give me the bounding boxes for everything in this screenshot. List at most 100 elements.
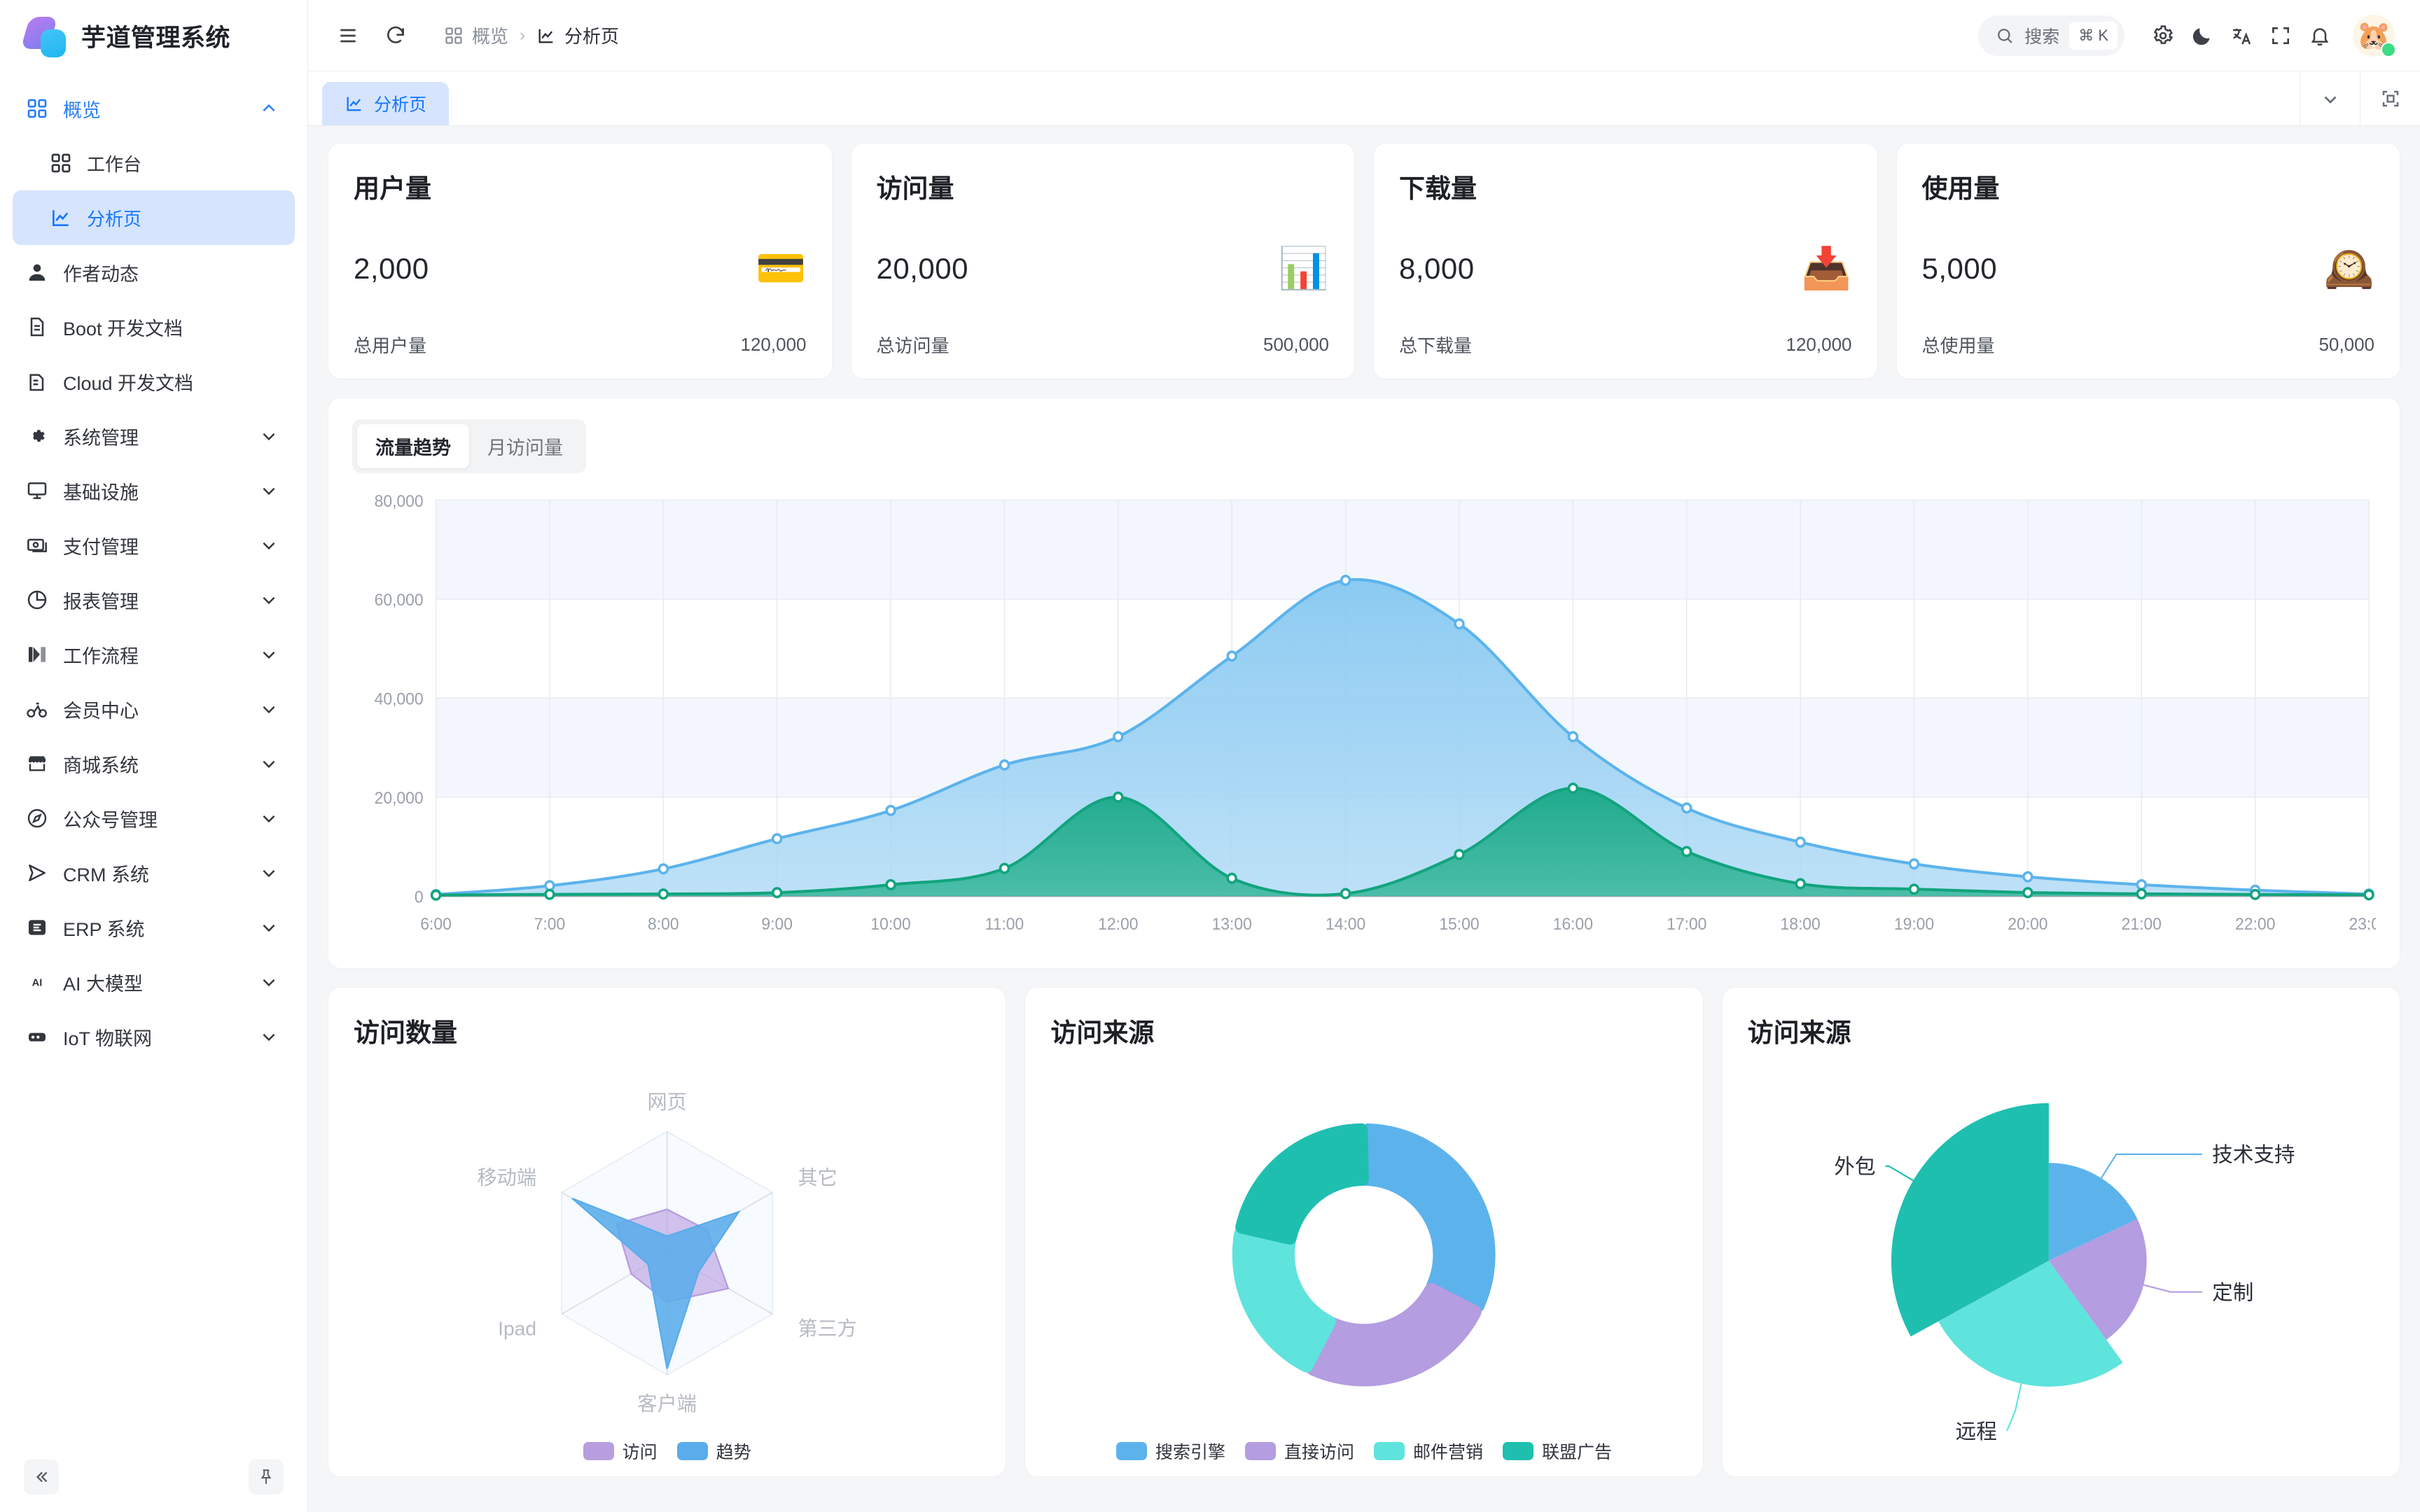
legend-item[interactable]: 邮件营销 [1373, 1438, 1483, 1464]
legend-item[interactable]: 访问 [583, 1438, 658, 1464]
svg-text:60,000: 60,000 [375, 591, 424, 609]
sidebar-item-cloud-docs[interactable]: Cloud 开发文档 [13, 354, 295, 409]
breadcrumb-item-overview[interactable]: 概览 [444, 22, 508, 48]
notifications-button[interactable] [2304, 20, 2336, 52]
sidebar-pin-button[interactable] [249, 1460, 284, 1494]
stat-total-value: 500,000 [1263, 334, 1329, 355]
trend-panel: 流量趋势 月访问量 0 20,000 40,000 60,000 80,000 6:00 7… [328, 398, 2400, 969]
sidebar-collapse-button[interactable] [24, 1460, 59, 1494]
svg-text:80,000: 80,000 [375, 491, 424, 510]
send-icon [25, 861, 49, 885]
fullscreen-button[interactable] [2265, 20, 2297, 52]
breadcrumb-item-analysis[interactable]: 分析页 [536, 22, 619, 48]
ai-icon: AI [25, 970, 49, 994]
logo-row[interactable]: 芋道管理系统 [0, 0, 307, 71]
settings-button[interactable] [2147, 20, 2179, 52]
user-avatar-button[interactable]: 🐹 [2353, 14, 2396, 57]
document-icon [25, 315, 49, 339]
svg-text:外包: 外包 [1834, 1156, 1875, 1179]
sidebar-item-official-account[interactable]: 公众号管理 [13, 791, 295, 846]
donut-chart-svg [1232, 1123, 1496, 1387]
svg-text:0: 0 [415, 888, 424, 906]
tab-analysis[interactable]: 分析页 [322, 82, 450, 125]
svg-text:23:00: 23:00 [2349, 914, 2376, 932]
tab-label: 分析页 [374, 95, 427, 115]
chevron-down-icon [260, 591, 278, 609]
sidebar-item-author-news[interactable]: 作者动态 [13, 245, 295, 300]
sidebar-item-member[interactable]: 会员中心 [13, 682, 295, 736]
sidebar-item-report[interactable]: 报表管理 [13, 573, 295, 627]
svg-text:19:00: 19:00 [1894, 914, 1934, 932]
svg-text:18:00: 18:00 [1780, 914, 1820, 932]
stat-card-downloads: 下载量 8,000 📥 总下载量 120,000 [1373, 143, 1878, 379]
sidebar-item-label: 会员中心 [63, 700, 139, 722]
stat-value: 2,000 [354, 251, 429, 285]
chart-title: 访问来源 [1747, 1018, 1851, 1047]
sidebar-item-erp[interactable]: ERP 系统 [13, 900, 295, 955]
search-button[interactable]: 搜索 ⌘ K [1978, 15, 2125, 56]
stat-footer: 总使用量 50,000 [1922, 332, 2375, 358]
double-chevron-left-icon [32, 1468, 50, 1486]
online-status-dot [2381, 41, 2396, 57]
sidebar-item-label: 系统管理 [63, 427, 139, 449]
dark-mode-button[interactable] [2186, 20, 2218, 52]
tab-dropdown-button[interactable] [2300, 71, 2360, 126]
translate-icon [2230, 24, 2253, 47]
sidebar-item-iot[interactable]: IoT 物联网 [13, 1009, 295, 1064]
sidebar-item-system[interactable]: 系统管理 [13, 409, 295, 463]
sidebar-item-payment[interactable]: 支付管理 [13, 518, 295, 573]
svg-text:17:00: 17:00 [1667, 914, 1706, 932]
sidebar-item-label: 报表管理 [63, 591, 139, 612]
sidebar: 芋道管理系统 概览 工作台 分析页 作者动态 Boot [0, 0, 308, 1512]
legend-label: 搜索引擎 [1155, 1443, 1225, 1462]
legend-item[interactable]: 趋势 [676, 1438, 751, 1464]
trend-tab-traffic[interactable]: 流量趋势 [357, 424, 469, 468]
svg-text:网页: 网页 [647, 1091, 686, 1113]
svg-text:10:00: 10:00 [870, 914, 910, 932]
sidebar-item-overview[interactable]: 概览 [13, 81, 295, 136]
sidebar-item-boot-docs[interactable]: Boot 开发文档 [13, 300, 295, 354]
svg-text:定制: 定制 [2212, 1281, 2253, 1304]
chevron-down-icon [260, 1028, 278, 1046]
sidebar-item-label: 基础设施 [63, 482, 139, 503]
top-header: 概览 › 分析页 搜索 ⌘ K [308, 0, 2420, 71]
trend-tabs: 流量趋势 月访问量 [352, 419, 586, 473]
stat-total-label: 总访问量 [876, 335, 950, 356]
refresh-icon[interactable] [380, 20, 412, 52]
chevron-down-icon [260, 700, 278, 718]
legend-item[interactable]: 联盟广告 [1503, 1438, 1612, 1464]
stat-middle: 2,000 💳 [354, 205, 807, 332]
chevron-up-icon [260, 99, 278, 118]
sidebar-item-infrastructure[interactable]: 基础设施 [13, 463, 295, 518]
sidebar-item-mall[interactable]: 商城系统 [13, 736, 295, 791]
stat-value: 5,000 [1921, 251, 1998, 285]
sidebar-item-label: Boot 开发文档 [63, 318, 183, 340]
sidebar-item-ai[interactable]: AI AI 大模型 [13, 955, 295, 1009]
sidebar-item-analysis[interactable]: 分析页 [13, 190, 295, 245]
stat-total-label: 总用户量 [354, 335, 427, 356]
svg-text:40,000: 40,000 [375, 690, 424, 708]
area-chart-svg: 0 20,000 40,000 60,000 80,000 6:00 7:00 8:00 9:0… [375, 491, 2376, 932]
bell-icon [2309, 24, 2331, 47]
legend-item[interactable]: 直接访问 [1244, 1438, 1354, 1464]
trend-tab-monthly[interactable]: 月访问量 [487, 438, 563, 458]
sidebar-item-label: IoT 物联网 [63, 1028, 153, 1049]
stat-footer: 总用户量 120,000 [354, 332, 807, 358]
tab-maximize-button[interactable] [2360, 71, 2420, 126]
donut-legend: 搜索引擎 直接访问 邮件营销 联盟广告 [1050, 1436, 1677, 1464]
sidebar-item-crm[interactable]: CRM 系统 [13, 846, 295, 900]
svg-text:12:00: 12:00 [1098, 914, 1138, 932]
svg-text:20:00: 20:00 [2008, 914, 2047, 932]
sidebar-item-label: ERP 系统 [63, 918, 145, 940]
sidebar-item-workflow[interactable]: 工作流程 [13, 627, 295, 682]
language-button[interactable] [2225, 20, 2258, 52]
stat-card-visits: 访问量 20,000 📊 总访问量 500,000 [850, 143, 1355, 379]
breadcrumb-label: 分析页 [564, 26, 620, 47]
sidebar-nav: 概览 工作台 分析页 作者动态 Boot 开发文档 Cloud [0, 71, 307, 1442]
sidebar-item-workbench[interactable]: 工作台 [13, 136, 295, 190]
header-left: 概览 › 分析页 [332, 20, 619, 52]
legend-item[interactable]: 搜索引擎 [1115, 1438, 1225, 1464]
chart-icon [536, 26, 556, 46]
hamburger-icon[interactable] [332, 20, 364, 52]
